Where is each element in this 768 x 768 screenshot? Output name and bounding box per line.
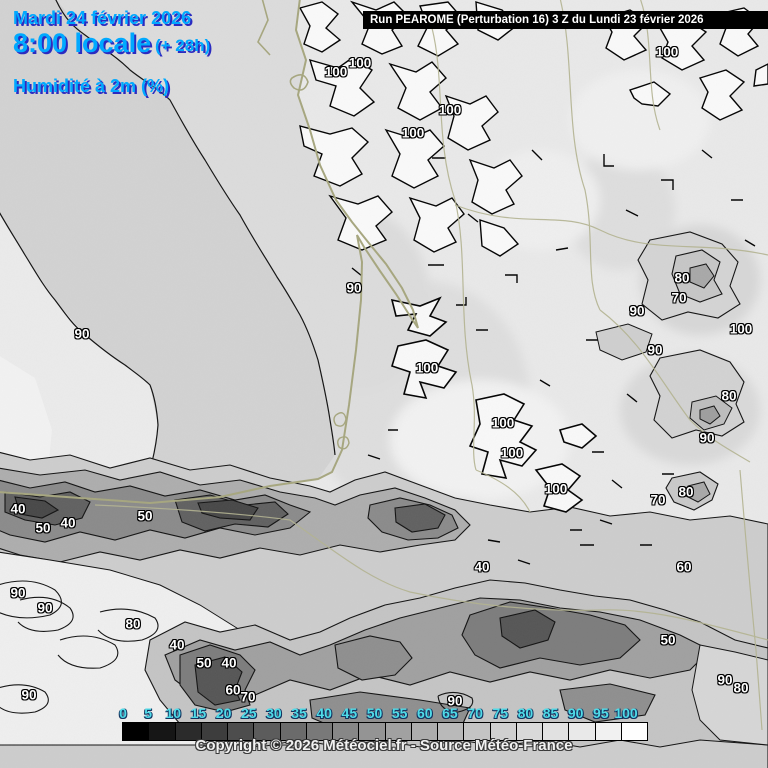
forecast-offset: (+ 28h): [155, 36, 211, 55]
contour-label: 50: [35, 520, 51, 536]
contour-label: 40: [221, 655, 237, 671]
legend-tick: 40: [316, 705, 332, 721]
contour-label: 60: [676, 559, 692, 575]
legend-tick: 35: [291, 705, 307, 721]
contour-label: 100: [401, 125, 425, 141]
legend-tick: 90: [567, 705, 584, 721]
contour-label: 100: [500, 445, 524, 461]
contour-label: 40: [474, 559, 490, 575]
legend-color-cell: [228, 723, 255, 740]
legend-tick: 15: [190, 705, 207, 721]
legend-color-cell: [595, 723, 622, 740]
legend-tick: 25: [240, 705, 257, 721]
legend-tick: 75: [492, 705, 509, 721]
legend-tick: 55: [391, 705, 408, 721]
map-date: Mardi 24 février 2026: [13, 8, 192, 28]
contour-label: 100: [438, 102, 462, 118]
legend-tick: 65: [442, 705, 458, 721]
legend-color-cell: [149, 723, 176, 740]
legend-tick: 45: [341, 705, 358, 721]
legend-color-cell: [490, 723, 517, 740]
contour-label: 40: [10, 501, 26, 517]
contour-label: 80: [125, 616, 141, 632]
copyright-text: Copyright © 2026 Météociel.fr - Source M…: [195, 737, 573, 754]
contour-label: 100: [729, 321, 753, 337]
contour-label: 100: [491, 415, 515, 431]
contour-label: 50: [196, 655, 212, 671]
legend-color-cell: [411, 723, 438, 740]
legend-color-cell: [359, 723, 386, 740]
legend-tick: 70: [467, 705, 483, 721]
legend-color-cell: [254, 723, 281, 740]
contour-label: 60: [225, 682, 241, 698]
legend-tick: 85: [542, 705, 559, 721]
legend-tick: 100: [614, 705, 638, 721]
contour-label: 90: [629, 303, 645, 319]
contour-label: 80: [733, 680, 749, 696]
legend-tick: 60: [417, 705, 433, 721]
contour-label: 50: [660, 632, 676, 648]
contour-label: 70: [671, 290, 687, 306]
legend-tick: 10: [165, 705, 182, 721]
legend-color-cell: [464, 723, 491, 740]
legend-color-cell: [175, 723, 202, 740]
legend-tick: 20: [215, 705, 232, 721]
legend-color-cell: [438, 723, 465, 740]
legend-color-cell: [123, 723, 150, 740]
contour-label: 100: [348, 55, 372, 71]
contour-label: 40: [169, 637, 185, 653]
contour-label: 90: [717, 672, 733, 688]
legend-tick: 0: [119, 705, 127, 721]
legend-color-cell: [543, 723, 570, 740]
contour-label: 50: [137, 508, 153, 524]
legend-color-cell: [621, 723, 647, 740]
contour-label: 90: [647, 342, 663, 358]
legend-color-cell: [280, 723, 307, 740]
run-info-bar: Run PEAROME (Perturbation 16) 3 Z du Lun…: [363, 11, 768, 29]
legend-color-cell: [385, 723, 412, 740]
contour-label: 80: [674, 270, 690, 286]
legend-tick: 30: [266, 705, 282, 721]
legend-color-cell: [569, 723, 596, 740]
contour-label: 100: [415, 360, 439, 376]
legend-color-cell: [516, 723, 543, 740]
map-local-time: 8:00 locale: [13, 28, 152, 58]
contour-label: 100: [544, 481, 568, 497]
contour-label: 90: [699, 430, 715, 446]
contour-label: 40: [60, 515, 76, 531]
contour-label: 90: [346, 280, 362, 296]
contour-label: 90: [10, 585, 26, 601]
contour-label: 70: [650, 492, 666, 508]
legend-tick: 50: [366, 705, 383, 721]
contour-label: 80: [721, 388, 737, 404]
legend-color-cell: [306, 723, 333, 740]
contour-label: 100: [655, 44, 679, 60]
legend-tick: 5: [144, 705, 153, 721]
contour-label: 70: [240, 689, 256, 705]
contour-label: 90: [21, 687, 37, 703]
legend-color-cell: [333, 723, 360, 740]
legend-tick: 80: [517, 705, 534, 721]
map-variable-title: Humidité à 2m (%): [13, 76, 170, 96]
contour-label: 90: [37, 600, 53, 616]
contour-label: 100: [324, 64, 348, 80]
contour-label: 80: [678, 484, 694, 500]
contour-label: 90: [447, 693, 463, 709]
legend-tick: 95: [593, 705, 609, 721]
legend-color-cell: [201, 723, 228, 740]
legend-color-bar: [122, 722, 648, 741]
contour-label: 90: [74, 326, 90, 342]
